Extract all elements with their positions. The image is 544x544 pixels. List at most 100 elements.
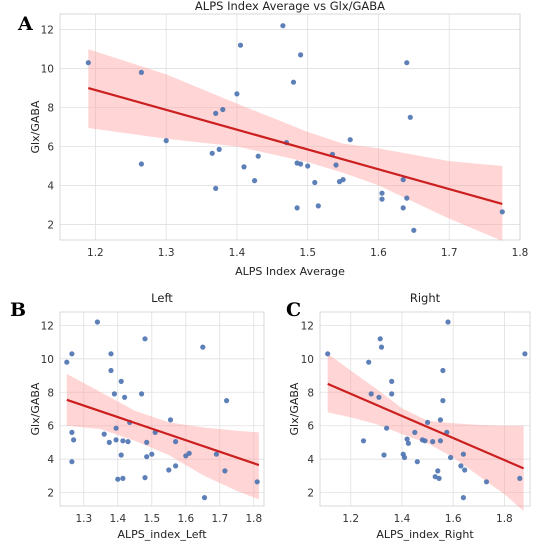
data-point: [462, 467, 468, 473]
data-point: [142, 475, 148, 481]
data-point: [94, 319, 100, 325]
data-point: [440, 398, 446, 404]
chart-right: 1.2 1.4 1.6 1.8 2 4 6 8 10 12 Right ALPS_index_Righ…: [288, 291, 531, 541]
data-point: [113, 425, 119, 431]
y-tick-label: 12: [41, 320, 54, 332]
data-point: [407, 114, 413, 120]
x-axis-label: ALPS_index_Right: [376, 528, 474, 541]
x-tick-label: 1.5: [299, 247, 316, 259]
data-point: [437, 438, 443, 444]
data-point: [460, 495, 466, 501]
data-point: [120, 475, 126, 481]
data-point: [517, 475, 523, 481]
data-point: [435, 468, 441, 474]
data-point: [201, 495, 208, 501]
data-point: [445, 319, 451, 325]
data-point: [64, 359, 70, 365]
x-tick-label: 1.8: [496, 513, 513, 525]
y-tick-label: 12: [41, 25, 54, 37]
data-point: [298, 52, 304, 58]
data-point: [384, 425, 390, 431]
data-point: [255, 153, 261, 159]
y-tick-label: 4: [47, 454, 54, 466]
data-point: [209, 150, 215, 156]
y-tick-label: 2: [47, 219, 54, 231]
y-axis-label: Glx/GABA: [29, 382, 42, 435]
y-tick-label: 12: [301, 320, 314, 332]
x-tick-label: 1.3: [75, 513, 92, 525]
data-point: [138, 69, 144, 75]
data-point: [404, 60, 410, 66]
data-point: [234, 91, 240, 97]
data-point: [149, 451, 155, 457]
regression-line: [66, 398, 260, 467]
data-point: [325, 351, 331, 357]
data-point: [425, 419, 431, 425]
chart-main: 1.2 1.3 1.4 1.5 1.6 1.7 1.8 2 4 6 8 10 12 ALPS Index …: [29, 0, 528, 278]
plot-frame: [59, 311, 265, 507]
y-tick-label: 6: [47, 141, 54, 153]
x-tick-label: 1.5: [143, 513, 160, 525]
y-tick-label: 6: [47, 421, 54, 433]
data-point: [200, 344, 206, 350]
data-point: [340, 177, 346, 183]
data-point: [120, 438, 126, 444]
data-point: [108, 351, 114, 357]
plot-frame: [59, 13, 521, 241]
data-point: [389, 378, 395, 384]
data-point: [118, 378, 124, 384]
panel-label-b: B: [10, 299, 26, 321]
data-point: [138, 161, 144, 167]
data-point: [483, 479, 490, 485]
data-point: [85, 60, 91, 66]
data-point: [142, 336, 148, 342]
panel-label-c: C: [286, 299, 301, 321]
data-point: [118, 452, 124, 458]
x-tick-label: 1.4: [109, 513, 126, 525]
data-point: [224, 398, 230, 404]
plot-frame: [319, 311, 531, 507]
data-point: [422, 438, 428, 444]
data-point: [144, 439, 150, 445]
data-point: [414, 459, 420, 465]
data-point: [163, 138, 169, 144]
x-tick-label: 1.4: [394, 513, 411, 525]
data-point: [252, 178, 258, 184]
x-tick-label: 1.2: [342, 513, 359, 525]
y-tick-label: 4: [307, 454, 314, 466]
y-axis-label: Glx/GABA: [288, 382, 301, 435]
data-point: [404, 436, 410, 442]
data-point: [305, 163, 311, 169]
y-axis-label: Glx/GABA: [29, 100, 42, 153]
data-point: [113, 437, 119, 443]
data-point: [108, 367, 114, 374]
data-point: [381, 452, 387, 458]
data-point: [366, 359, 372, 365]
y-tick-label: 8: [47, 387, 54, 399]
x-tick-label: 1.6: [177, 513, 194, 525]
data-point: [280, 23, 286, 29]
data-point: [115, 476, 121, 482]
data-point: [139, 391, 145, 397]
data-point: [213, 185, 219, 191]
data-point: [376, 394, 382, 400]
data-point: [166, 467, 172, 473]
x-tick-label: 1.7: [211, 513, 228, 525]
data-point: [106, 439, 112, 445]
x-tick-label: 1.6: [445, 513, 462, 525]
regression-line: [327, 382, 525, 470]
data-point: [430, 439, 436, 445]
y-tick-label: 2: [47, 488, 54, 500]
x-tick-label: 1.2: [87, 247, 104, 259]
data-point: [173, 463, 179, 469]
data-point: [360, 438, 367, 444]
y-tick-label: 2: [307, 488, 314, 500]
data-point: [254, 479, 260, 485]
data-point: [499, 209, 505, 215]
data-point: [294, 205, 300, 211]
data-point: [347, 137, 353, 143]
data-point: [389, 391, 395, 397]
data-point: [401, 454, 408, 461]
data-point: [222, 468, 228, 474]
